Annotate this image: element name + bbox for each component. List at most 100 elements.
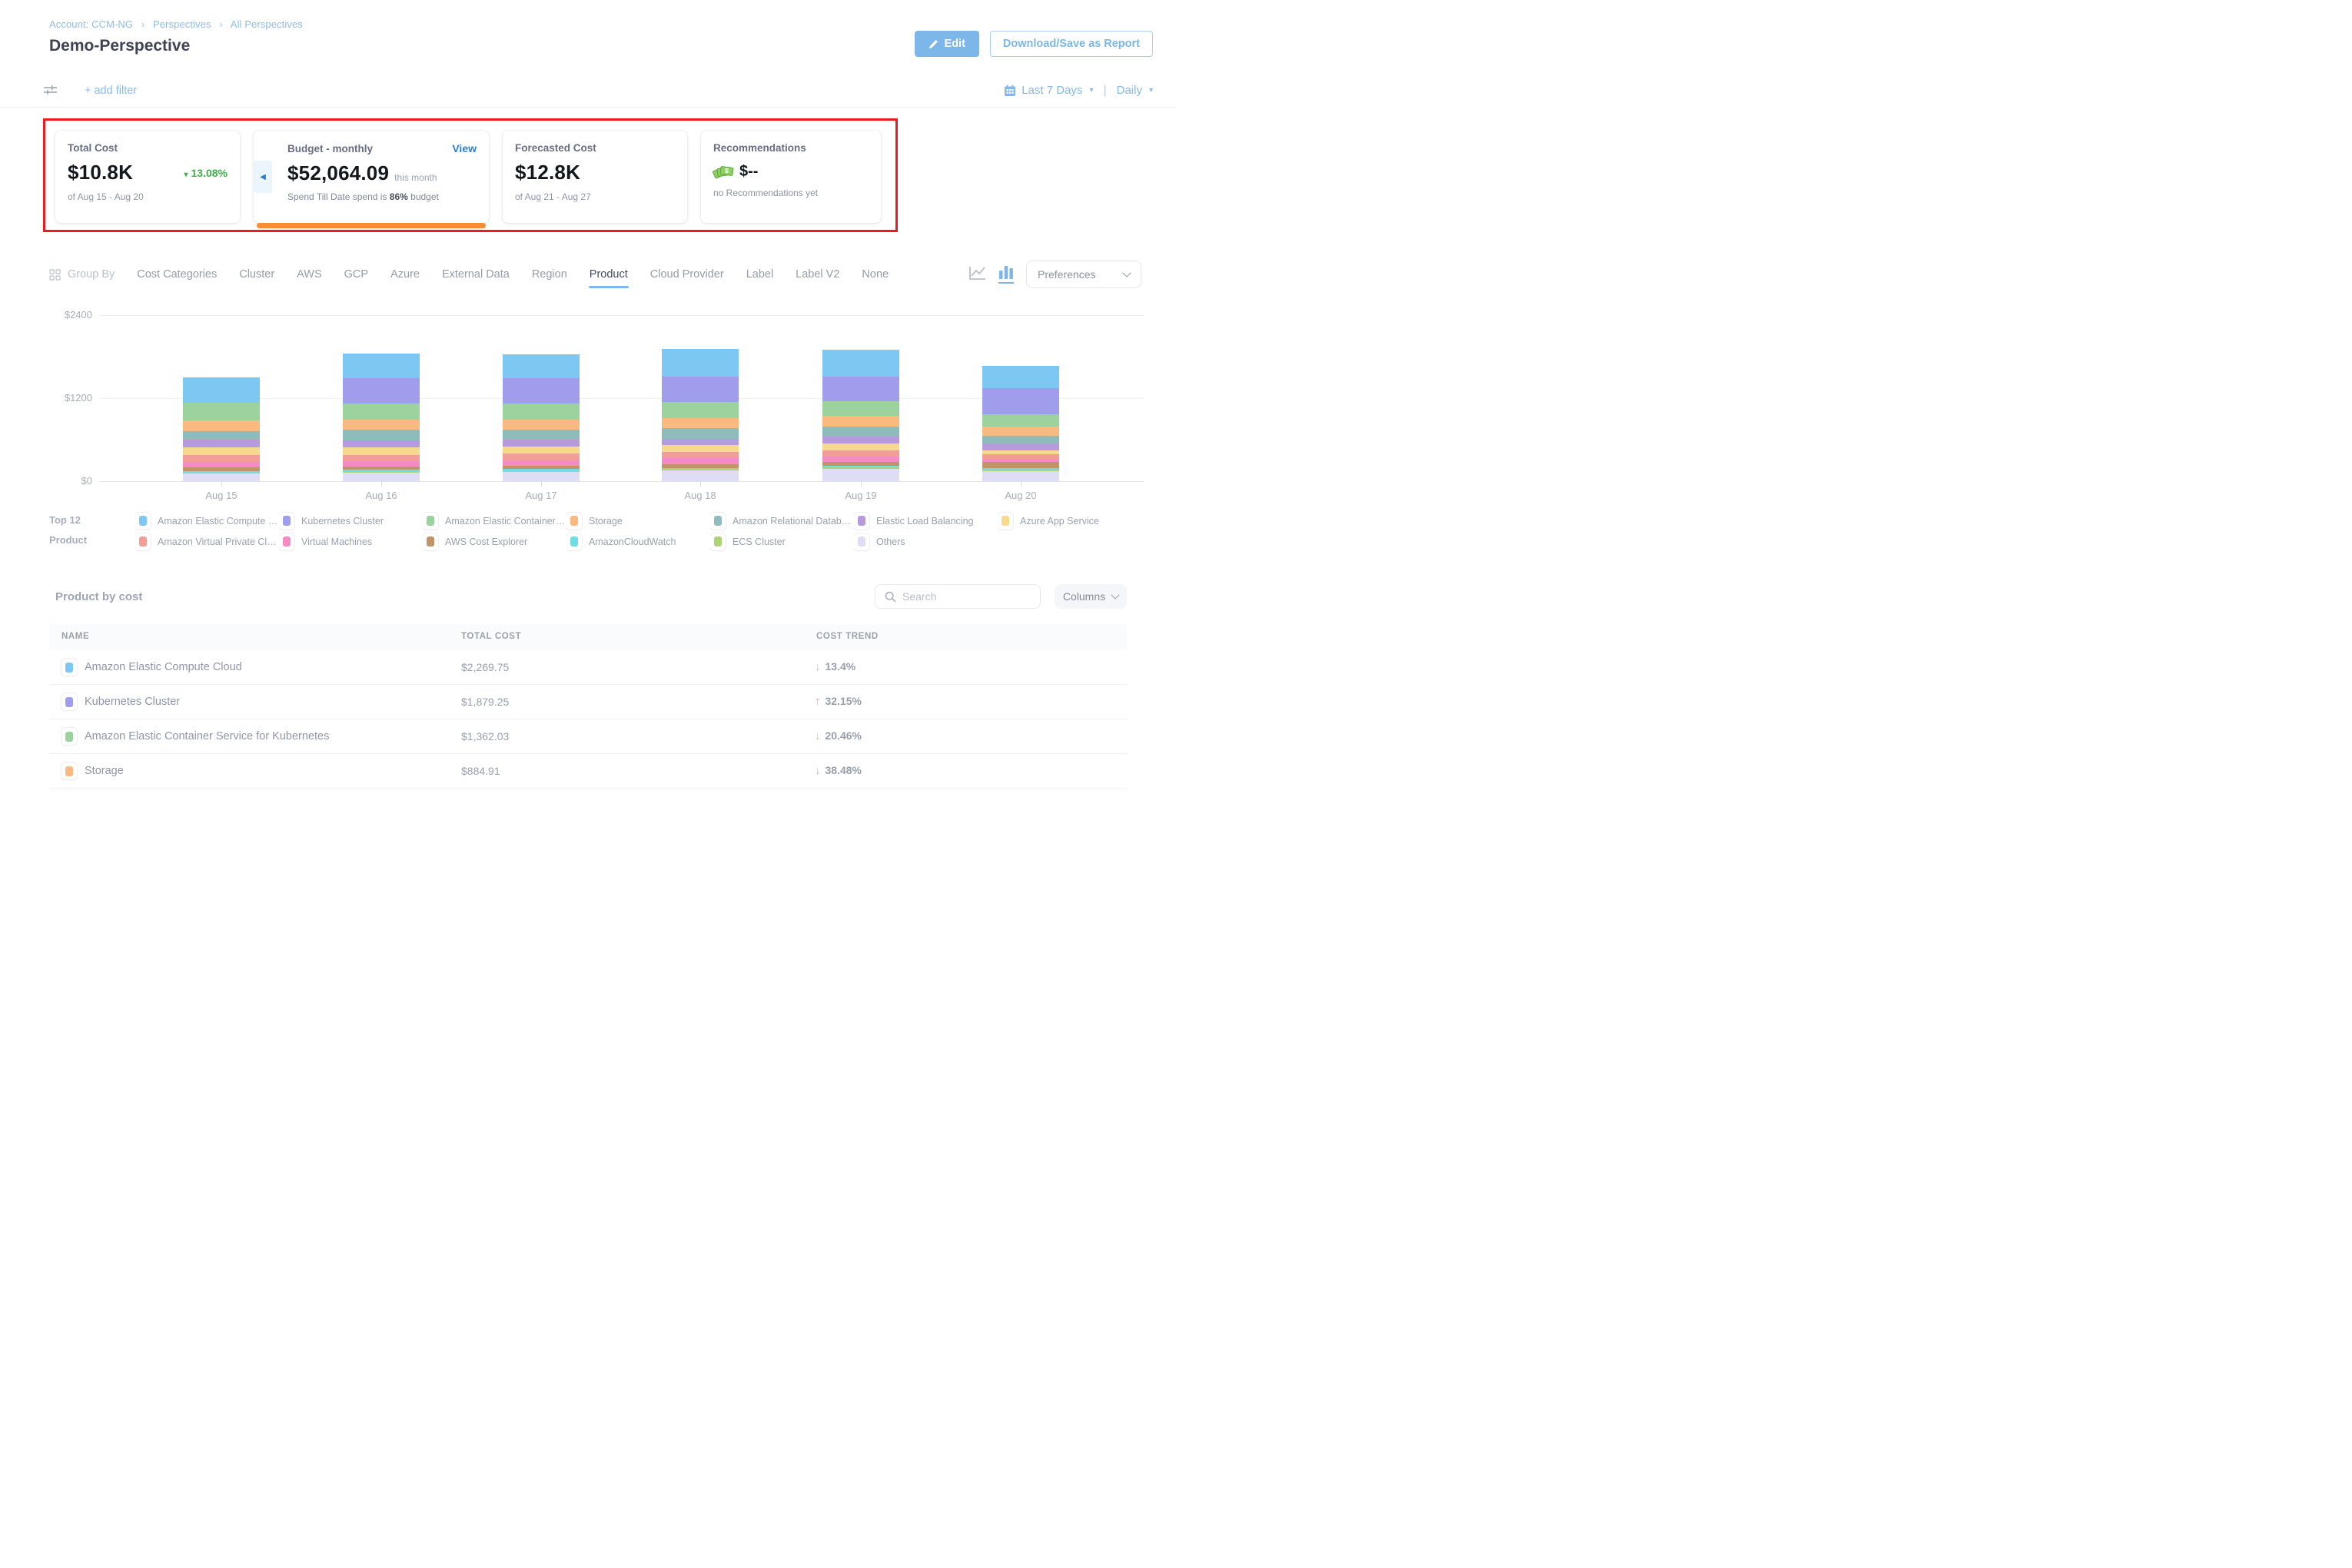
group-by-tab-gcp[interactable]: GCP — [344, 268, 369, 281]
row-total-cost: $1,362.03 — [461, 730, 510, 742]
breadcrumb-account[interactable]: Account: CCM-NG — [49, 18, 134, 30]
card-title: Forecasted Cost — [515, 142, 596, 154]
bar-segment — [662, 428, 739, 439]
legend-swatch — [710, 512, 726, 530]
breadcrumb-separator: › — [141, 18, 145, 30]
chart-legend: Top 12 Product Amazon Elastic Compute Cl… — [49, 510, 1141, 552]
bar-segment — [822, 468, 899, 481]
legend-swatch — [854, 512, 869, 530]
column-header-name: NAME — [61, 632, 90, 641]
stat-cards-section: Total Cost $10.8K ▾ 13.08% of Aug 15 - Au… — [0, 108, 1176, 243]
legend-swatch — [998, 512, 1013, 530]
group-by-tab-none[interactable]: None — [862, 268, 889, 281]
bar-segment — [822, 415, 899, 427]
group-by-tab-external-data[interactable]: External Data — [441, 268, 510, 281]
line-chart-icon[interactable] — [969, 266, 986, 284]
bar-segment — [183, 455, 260, 462]
group-by-tab-region[interactable]: Region — [531, 268, 567, 281]
table-row[interactable]: Storage $884.91 ↓ 38.48% — [49, 754, 1127, 789]
table-row[interactable]: Amazon Elastic Container Service for Kub… — [49, 719, 1127, 754]
group-by-tab-cluster[interactable]: Cluster — [239, 268, 275, 281]
search-input[interactable] — [902, 590, 1031, 603]
bar-segment — [982, 443, 1059, 450]
chevron-down-icon — [1111, 590, 1120, 600]
card-title: Budget - monthly — [287, 142, 373, 154]
x-axis-label: Aug 16 — [365, 490, 397, 501]
budget-card: ◀ Budget - monthly View $52,064.09 this … — [254, 131, 489, 228]
calendar-icon — [1004, 85, 1016, 97]
trend-down-arrow-icon: ↓ — [815, 729, 821, 742]
bar-segment — [343, 467, 420, 470]
page-title: Demo-Perspective — [49, 37, 191, 55]
bar-segment — [982, 469, 1059, 471]
row-product-name: Amazon Elastic Compute Cloud — [85, 661, 242, 673]
budget-progress-bar — [257, 223, 486, 228]
legend-items: Amazon Elastic Compute Clo... Kubernetes … — [135, 510, 1141, 552]
group-by-tab-label[interactable]: Label — [746, 268, 774, 281]
bar-segment — [503, 453, 580, 460]
bar-segment — [503, 440, 580, 447]
bar-segment — [822, 427, 899, 437]
granularity-dropdown[interactable]: Daily ▾ — [1116, 84, 1153, 97]
group-by-tab-product[interactable]: Product — [588, 261, 629, 288]
budget-view-link[interactable]: View — [452, 142, 477, 154]
bar-segment — [183, 420, 260, 431]
bar-segment — [183, 473, 260, 474]
chevron-down-icon: ▾ — [1148, 86, 1153, 95]
legend-swatch — [566, 533, 582, 550]
bar-segment — [343, 473, 420, 481]
trend-down-arrow-icon: ↓ — [815, 764, 821, 777]
row-total-cost: $2,269.75 — [461, 661, 510, 673]
legend-swatch — [135, 533, 151, 550]
legend-item: Kubernetes Cluster — [279, 510, 423, 531]
group-by-tab-azure[interactable]: Azure — [390, 268, 420, 281]
cost-stacked-bar-chart: $0 $1200 $2400 Aug 15 Aug 16 Aug 17 Aug 18 Aug … — [0, 297, 1176, 506]
bar-segment — [982, 427, 1059, 437]
bar-segment — [343, 460, 420, 467]
column-header-total-cost: TOTAL COST — [461, 632, 522, 641]
bar-segment — [822, 450, 899, 457]
bar-chart-icon[interactable] — [998, 265, 1014, 284]
table-row[interactable]: Amazon Elastic Compute Cloud $2,269.75 ↓ 13… — [49, 650, 1127, 685]
column-header-cost-trend: COST TREND — [816, 632, 879, 641]
filter-sliders-icon[interactable] — [44, 85, 57, 96]
breadcrumb: Account: CCM-NG › Perspectives › All Per… — [49, 18, 303, 30]
bar-segment — [343, 353, 420, 379]
gridline-0 — [100, 481, 1144, 482]
breadcrumb-perspectives[interactable]: Perspectives — [153, 18, 211, 30]
bar-segment — [662, 438, 739, 445]
download-save-report-button[interactable]: Download/Save as Report — [989, 31, 1153, 57]
columns-dropdown[interactable]: Columns — [1055, 584, 1127, 609]
stacked-bar-aug-20 — [982, 365, 1059, 481]
stacked-bar-aug-19 — [822, 349, 899, 481]
breadcrumb-all-perspectives[interactable]: All Perspectives — [230, 18, 303, 30]
edit-button[interactable]: Edit — [914, 31, 979, 57]
forecasted-cost-period: of Aug 21 - Aug 27 — [515, 191, 591, 202]
table-row[interactable]: Kubernetes Cluster $1,879.25 ↑ 32.15% — [49, 685, 1127, 719]
bar-segment — [503, 404, 580, 420]
filter-bar: + add filter Last 7 Days ▾ | Daily ▾ — [0, 74, 1176, 108]
bar-segment — [662, 470, 739, 481]
triangle-down-icon: ▾ — [184, 170, 188, 179]
add-filter-button[interactable]: + add filter — [85, 84, 138, 97]
legend-swatch — [423, 512, 438, 530]
x-axis-tick-mark — [1021, 481, 1022, 487]
bar-segment — [343, 430, 420, 441]
bar-segment — [503, 378, 580, 404]
group-by-tab-cloud-provider[interactable]: Cloud Provider — [649, 268, 724, 281]
bar-segment — [982, 365, 1059, 388]
bar-segment — [982, 436, 1059, 444]
group-by-tab-cost-categories[interactable]: Cost Categories — [137, 268, 218, 281]
budget-value: $52,064.09 — [287, 161, 390, 184]
search-box[interactable] — [875, 584, 1041, 609]
group-by-tab-aws[interactable]: AWS — [297, 268, 322, 281]
group-by-tab-label-v2[interactable]: Label V2 — [796, 268, 840, 281]
bar-segment — [183, 440, 260, 448]
time-range-dropdown[interactable]: Last 7 Days ▾ — [1004, 84, 1093, 97]
legend-title: Top 12 Product — [49, 514, 88, 546]
previous-budget-arrow-button[interactable]: ◀ — [254, 161, 272, 193]
bar-segment — [982, 387, 1059, 414]
bar-segment — [662, 467, 739, 470]
preferences-dropdown[interactable]: Preferences — [1026, 261, 1141, 288]
legend-swatch — [279, 533, 294, 550]
